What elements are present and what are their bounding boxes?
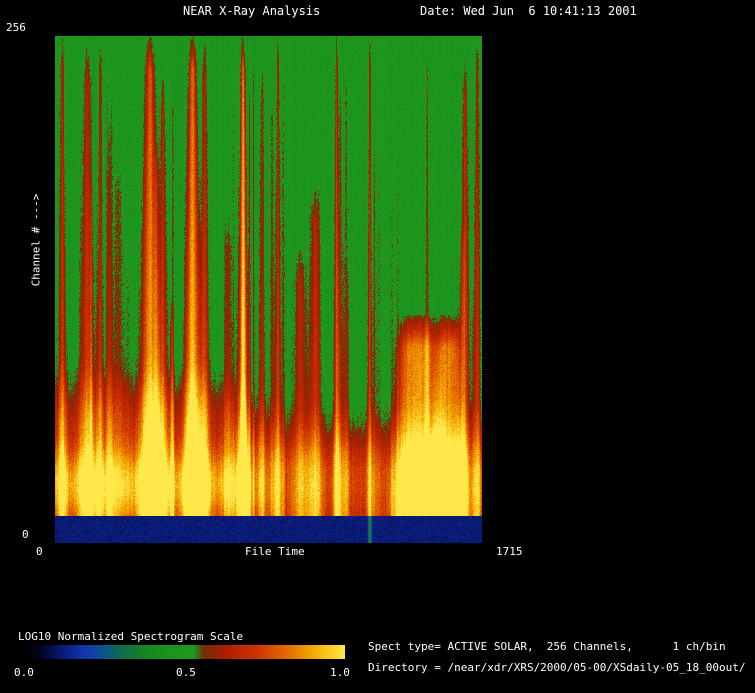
y-axis-max-label: 256 <box>6 21 26 34</box>
colorbar-canvas <box>23 645 345 659</box>
spectrogram-canvas <box>55 36 482 543</box>
date-label: Date: Wed Jun 6 10:41:13 2001 <box>420 4 637 18</box>
y-axis-title: Channel # ---> <box>29 193 43 287</box>
y-axis-min-label: 0 <box>22 528 29 541</box>
colorbar-tick-max: 1.0 <box>330 666 350 679</box>
x-axis-min-label: 0 <box>36 545 43 558</box>
colorbar-title: LOG10 Normalized Spectrogram Scale <box>18 630 244 643</box>
colorbar-tick-min: 0.0 <box>14 666 34 679</box>
colorbar-tick-mid: 0.5 <box>176 666 196 679</box>
spect-type-line: Spect type= ACTIVE SOLAR, 256 Channels, … <box>368 640 726 653</box>
page-title: NEAR X-Ray Analysis <box>183 4 321 18</box>
x-axis-max-label: 1715 <box>496 545 523 558</box>
directory-line: Directory = /near/xdr/XRS/2000/05-00/XSd… <box>368 661 746 674</box>
x-axis-title: File Time <box>245 545 305 558</box>
